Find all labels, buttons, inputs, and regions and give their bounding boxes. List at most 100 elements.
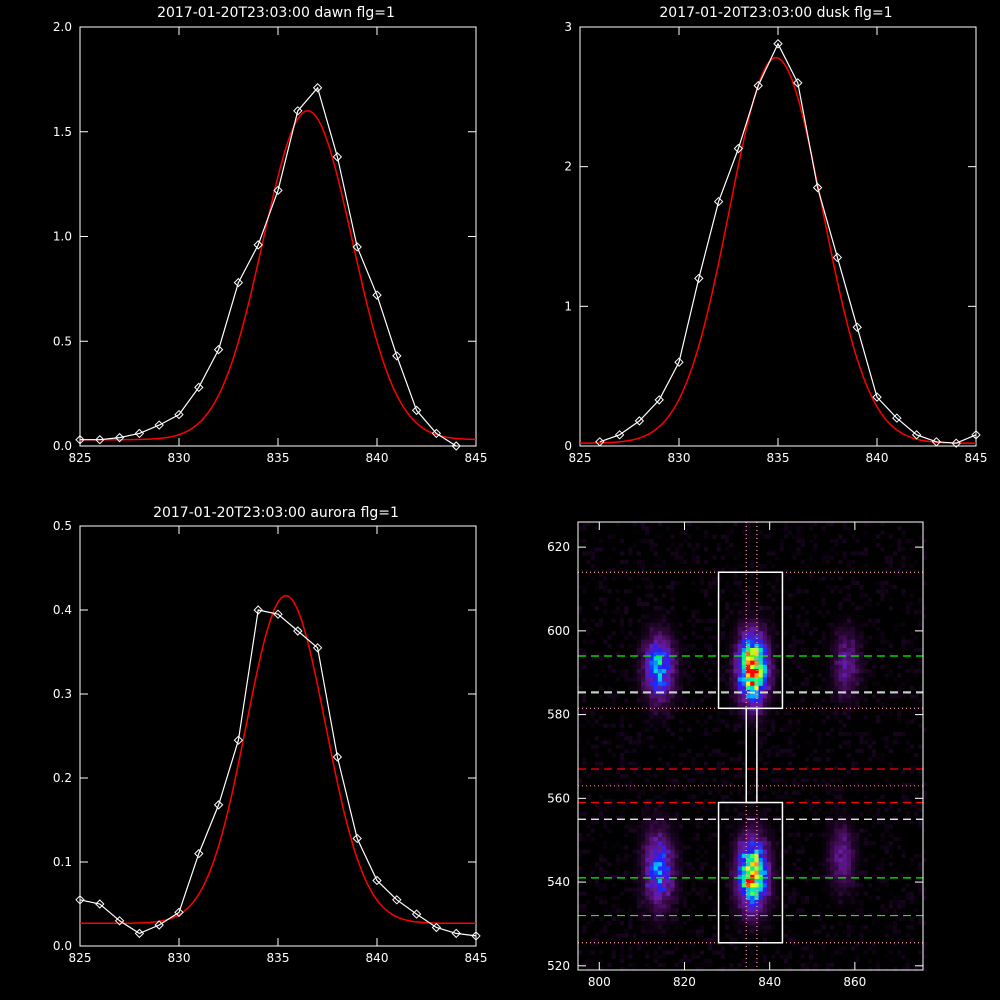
dawn-data-point <box>451 441 461 451</box>
aurora-xtick-label: 830 <box>168 951 191 965</box>
dawn-data-point <box>392 351 402 361</box>
dusk-data-point <box>674 357 684 367</box>
dawn-data-point <box>431 428 442 439</box>
dawn-data-point <box>372 290 382 300</box>
dusk-data-point <box>773 39 783 49</box>
heatmap-ytick-label: 560 <box>547 791 570 805</box>
dusk-xtick-label: 830 <box>668 451 691 465</box>
dusk-ytick-label: 2 <box>564 160 572 174</box>
aurora-frame <box>79 525 477 947</box>
heatmap-ytick-label: 600 <box>547 624 570 638</box>
aurora-data-point <box>273 609 283 619</box>
dusk-data-point <box>753 80 763 91</box>
aurora-ytick-label: 0.1 <box>53 855 72 869</box>
aurora-ytick-label: 0.4 <box>53 603 72 617</box>
dawn-ytick-label: 1.5 <box>53 125 72 139</box>
dusk-data-point <box>812 182 823 193</box>
dusk-data-point <box>852 322 862 332</box>
dawn-data-point <box>293 106 303 116</box>
aurora-data-point <box>431 922 442 933</box>
aurora-data-point <box>451 928 461 939</box>
heatmap-cells <box>578 522 927 972</box>
spectral-image-heatmap: 800 820 840 860 520 540 560 580 600 620 <box>547 521 927 989</box>
dawn-data-point <box>352 242 362 252</box>
aurora-plot-title: 2017-01-20T23:03:00 aurora flg=1 <box>153 505 399 521</box>
dusk-data-point <box>733 143 744 154</box>
dawn-data-point <box>273 185 283 196</box>
dusk-data-point <box>793 78 803 88</box>
heatmap-ytick-label: 620 <box>547 540 570 554</box>
aurora-observed-line <box>79 609 477 937</box>
dawn-ytick-label: 0.5 <box>53 334 72 348</box>
dawn-data-point <box>411 405 422 416</box>
dusk-line-plot: 2017-01-20T23:03:00 dusk flg=1 825 830 835… <box>564 5 987 465</box>
aurora-ytick-label: 0.3 <box>53 687 72 701</box>
dawn-xtick-label: 845 <box>465 451 488 465</box>
aurora-fit-curve <box>80 594 476 925</box>
dusk-data-point <box>654 395 664 405</box>
dusk-xtick-label: 840 <box>866 451 889 465</box>
dusk-data-point <box>614 430 625 440</box>
dusk-data-point <box>694 273 704 284</box>
heatmap-ytick-label: 540 <box>547 875 570 889</box>
dawn-data-point <box>233 277 244 288</box>
dawn-line-plot: 2017-01-20T23:03:00 dawn flg=1 825 830 835… <box>53 5 488 465</box>
aurora-data-point <box>372 875 382 886</box>
dawn-data-point <box>332 152 343 162</box>
dusk-fit-curve <box>579 56 976 444</box>
dawn-data-point <box>194 382 204 393</box>
dawn-data-point <box>174 409 184 420</box>
aurora-data-point <box>174 907 184 918</box>
aurora-ytick-label: 0.2 <box>53 771 72 785</box>
dawn-frame <box>79 26 477 447</box>
aurora-data-point <box>194 848 204 859</box>
dawn-ytick-label: 1.0 <box>53 230 72 244</box>
aurora-xtick-label: 840 <box>366 951 389 965</box>
dawn-ytick-label: 2.0 <box>53 20 72 34</box>
dawn-data-point <box>114 432 125 443</box>
dawn-data-point <box>95 435 105 445</box>
aurora-data-point <box>471 931 481 941</box>
dawn-data-point <box>75 435 85 445</box>
dusk-frame <box>579 26 977 447</box>
dawn-xtick-label: 840 <box>366 451 389 465</box>
aurora-data-point <box>95 899 105 909</box>
dusk-ytick-label: 3 <box>564 20 572 34</box>
aurora-data-point <box>411 909 422 919</box>
dawn-ytick-label: 0.0 <box>53 439 72 453</box>
dusk-data-point <box>951 438 961 448</box>
aurora-data-point <box>233 735 244 745</box>
aurora-xtick-label: 835 <box>267 951 290 965</box>
heatmap-xtick-label: 800 <box>588 975 611 989</box>
dawn-data-point <box>253 240 263 250</box>
dusk-data-point <box>931 437 942 447</box>
dawn-observed-line <box>80 86 457 447</box>
aurora-xtick-label: 845 <box>465 951 488 965</box>
dusk-xtick-label: 835 <box>767 451 790 465</box>
aurora-data-point <box>312 643 323 653</box>
aurora-ytick-label: 0.5 <box>53 519 72 533</box>
aurora-xtick-label: 825 <box>69 951 92 965</box>
aurora-data-point <box>253 605 263 615</box>
heatmap-xtick-label: 860 <box>843 975 866 989</box>
dawn-xtick-label: 830 <box>168 451 191 465</box>
dawn-plot-title: 2017-01-20T23:03:00 dawn flg=1 <box>157 5 395 21</box>
dusk-data-point <box>595 437 605 447</box>
dusk-plot-title: 2017-01-20T23:03:00 dusk flg=1 <box>659 5 892 21</box>
dusk-data-point <box>872 392 882 402</box>
dawn-data-point <box>154 420 164 430</box>
heatmap-xtick-label: 820 <box>673 975 696 989</box>
heatmap-frame <box>577 521 924 971</box>
dusk-data-point <box>832 252 843 263</box>
aurora-data-point <box>332 752 343 762</box>
dawn-data-point <box>134 428 145 439</box>
dusk-ytick-label: 1 <box>564 299 572 313</box>
heatmap-region-box <box>745 707 758 804</box>
dusk-data-point <box>892 413 902 423</box>
dusk-data-point <box>911 430 922 440</box>
dusk-xtick-label: 825 <box>569 451 592 465</box>
dawn-xtick-label: 835 <box>267 451 290 465</box>
dusk-data-point <box>713 196 724 207</box>
aurora-data-point <box>392 895 402 905</box>
